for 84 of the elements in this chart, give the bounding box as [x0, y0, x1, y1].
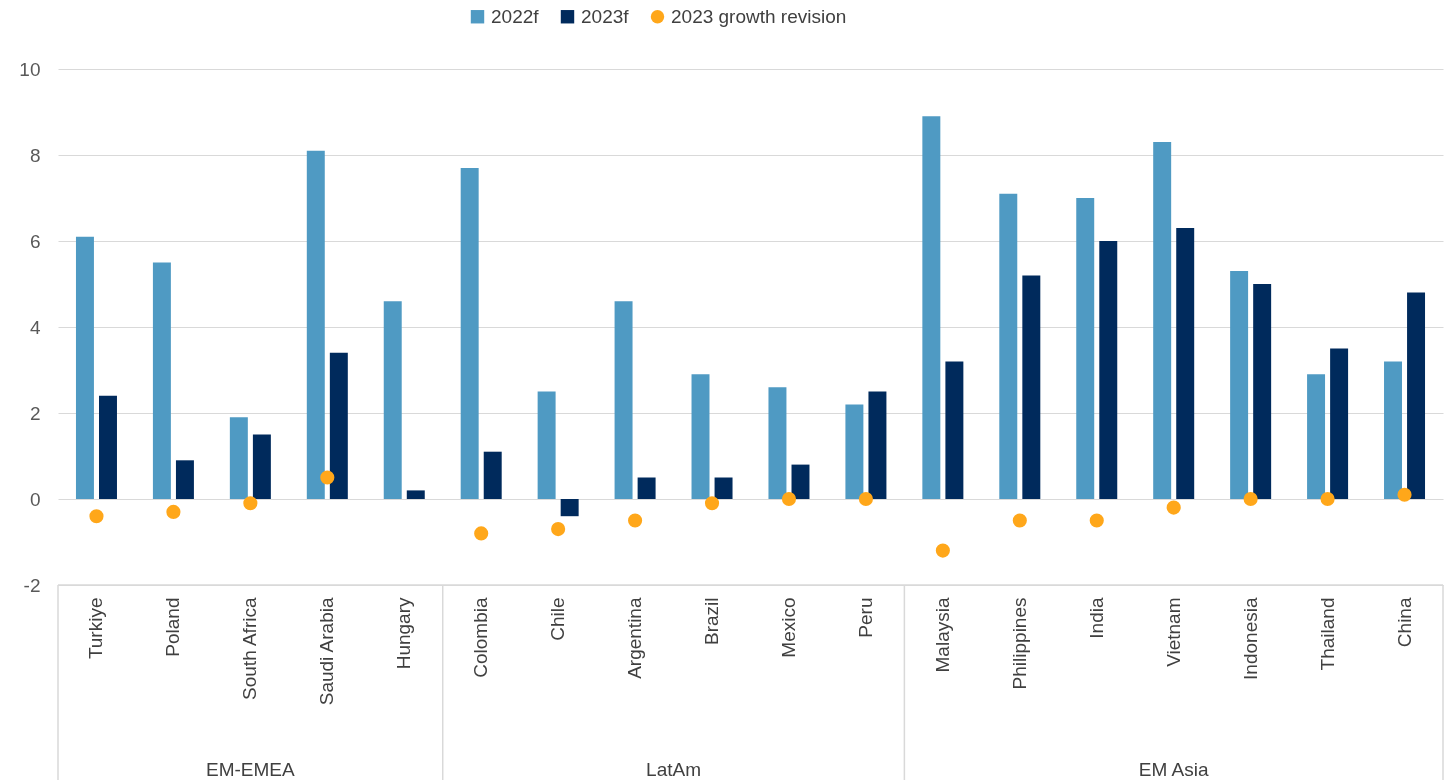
x-tick-label: Malaysia — [931, 597, 953, 673]
x-tick-label: Colombia — [470, 597, 492, 678]
bar — [99, 395, 117, 499]
bar — [229, 417, 248, 499]
point — [1166, 500, 1181, 515]
point — [935, 543, 950, 558]
point — [704, 496, 720, 511]
x-tick-label: Brazil — [701, 597, 723, 646]
point — [1012, 513, 1027, 528]
point — [1243, 491, 1258, 507]
point — [1089, 513, 1104, 528]
point — [1320, 491, 1335, 507]
bar — [691, 374, 710, 499]
x-tick-label: India — [1085, 597, 1107, 639]
x-tick-label: Mexico — [777, 597, 799, 658]
x-tick-label: China — [1393, 597, 1415, 648]
x-tick-label: Peru — [854, 597, 876, 638]
point — [474, 526, 489, 541]
bar — [1022, 275, 1041, 499]
point — [781, 491, 797, 507]
bar — [845, 404, 864, 499]
bar — [329, 352, 348, 499]
bar — [175, 460, 194, 499]
x-tick-label: Argentina — [624, 597, 646, 679]
bar — [768, 387, 787, 499]
bar — [1307, 374, 1326, 499]
bar — [460, 167, 479, 499]
bar — [1230, 271, 1249, 499]
bar — [922, 116, 941, 499]
bar — [868, 391, 887, 499]
x-tick-label: Turkiye — [85, 597, 107, 660]
bar — [945, 361, 964, 499]
x-tick-label: Saudi Arabia — [316, 597, 338, 706]
bar — [1176, 228, 1195, 499]
text: LatAm — [646, 759, 702, 780]
x-tick-label: Vietnam — [1162, 597, 1184, 667]
y-tick-label: 10 — [19, 58, 41, 80]
text: EM Asia — [1138, 759, 1209, 780]
bar — [1076, 198, 1095, 499]
bar — [1153, 142, 1172, 499]
bar — [1384, 361, 1402, 499]
bar — [306, 150, 325, 499]
x-tick-label: Hungary — [393, 597, 415, 670]
bar — [637, 477, 656, 499]
bar — [1099, 241, 1118, 499]
bar — [483, 451, 502, 499]
x-tick-label: Indonesia — [1239, 597, 1261, 680]
x-tick-label: Poland — [162, 597, 184, 657]
bar — [1330, 348, 1349, 499]
bar — [560, 499, 579, 517]
bar — [406, 490, 425, 499]
legend-label: 2022f — [491, 5, 540, 27]
point — [320, 470, 335, 485]
point — [89, 509, 104, 524]
x-tick-label: Philippines — [1008, 597, 1030, 690]
bar — [614, 301, 633, 499]
legend-label: 2023 growth revision — [671, 5, 847, 27]
y-tick-label: -2 — [23, 574, 41, 596]
y-tick-label: 2 — [29, 402, 41, 424]
y-tick-label: 0 — [29, 488, 41, 510]
bar — [999, 193, 1018, 499]
point — [243, 496, 258, 511]
text: EM-EMEA — [206, 759, 296, 780]
x-tick-label: South Africa — [239, 597, 261, 700]
x-tick-label: Chile — [547, 597, 569, 641]
bar — [714, 477, 733, 499]
bar — [383, 301, 402, 499]
bar — [1407, 292, 1426, 499]
bar — [152, 262, 171, 499]
y-tick-label: 8 — [29, 144, 41, 166]
y-tick-label: 4 — [29, 316, 41, 338]
legend-label: 2023f — [581, 5, 630, 27]
bar — [791, 464, 810, 499]
y-tick-label: 6 — [29, 230, 41, 252]
point — [1397, 487, 1412, 502]
bar — [75, 236, 94, 499]
point — [551, 522, 566, 537]
point — [858, 491, 873, 507]
x-tick-label: Thailand — [1316, 597, 1338, 671]
bar — [537, 391, 556, 499]
point — [166, 504, 181, 519]
point — [628, 513, 643, 528]
bar — [252, 434, 271, 499]
bar — [1253, 284, 1272, 499]
